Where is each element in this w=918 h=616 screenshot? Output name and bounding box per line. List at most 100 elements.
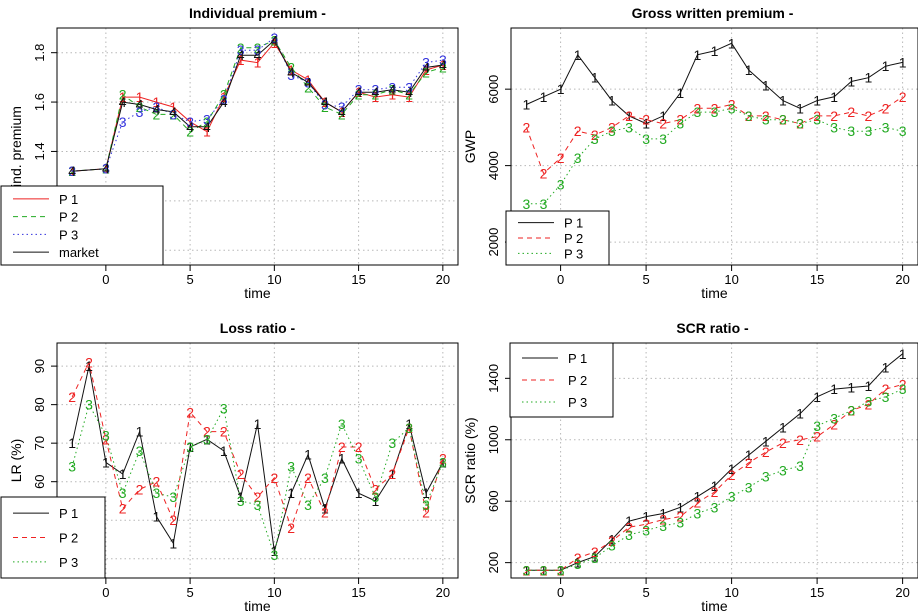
- data-point-marker: 2: [119, 87, 127, 103]
- data-point-marker: 3: [422, 497, 430, 513]
- data-point-marker: 1: [899, 346, 907, 362]
- data-point-marker: 2: [676, 509, 684, 525]
- x-tick-label: 0: [557, 272, 564, 287]
- y-axis-label: GWP: [462, 130, 478, 163]
- data-point-marker: 1: [186, 114, 194, 130]
- chart-title: SCR ratio -: [676, 320, 749, 336]
- data-point-marker: 3: [304, 497, 312, 513]
- data-point-marker: 2: [830, 108, 838, 124]
- series-line-2: [526, 384, 903, 571]
- legend-label: P 2: [59, 531, 78, 546]
- x-tick-label: 15: [351, 272, 365, 287]
- data-point-marker: 2: [388, 82, 396, 98]
- data-point-marker: 2: [728, 467, 736, 483]
- data-point-marker: 1: [540, 562, 548, 578]
- data-point-marker: 2: [169, 106, 177, 122]
- data-point-marker: 2: [608, 119, 616, 135]
- data-point-marker: 2: [372, 87, 380, 103]
- data-point-marker: 1: [642, 509, 650, 525]
- series-line-2: [525, 96, 903, 175]
- y-tick-label: 1000: [486, 425, 501, 454]
- data-point-marker: 2: [557, 562, 565, 578]
- legend-label: P 1: [59, 506, 78, 521]
- data-point-marker: 1: [847, 74, 855, 90]
- data-point-marker: 1: [779, 93, 787, 109]
- data-point-marker: 3: [102, 427, 110, 443]
- data-point-marker: 4: [203, 119, 211, 135]
- x-tick-label: 5: [642, 272, 649, 287]
- data-point-marker: 3: [237, 493, 245, 509]
- data-point-marker: 1: [899, 54, 907, 70]
- data-point-marker: 1: [796, 406, 804, 422]
- data-point-marker: 3: [186, 114, 194, 130]
- data-point-marker: 1: [405, 416, 413, 432]
- data-point-marker: 2: [882, 100, 890, 116]
- data-point-marker: 2: [405, 87, 413, 103]
- data-point-marker: 2: [659, 116, 667, 132]
- data-point-marker: 2: [796, 432, 804, 448]
- data-point-marker: 3: [169, 106, 177, 122]
- x-tick-label: 5: [186, 585, 193, 600]
- data-point-marker: 3: [220, 400, 228, 416]
- data-point-marker: 2: [847, 104, 855, 120]
- y-tick-label: 200: [486, 552, 501, 574]
- data-point-marker: 2: [642, 112, 650, 128]
- data-point-marker: 2: [85, 354, 93, 370]
- data-point-marker: 3: [865, 123, 873, 139]
- data-point-marker: 1: [847, 380, 855, 396]
- data-point-marker: 3: [762, 112, 770, 128]
- data-point-marker: 3: [676, 515, 684, 531]
- data-point-marker: 3: [847, 123, 855, 139]
- data-point-marker: 3: [676, 116, 684, 132]
- data-point-marker: 3: [388, 435, 396, 451]
- data-point-marker: 2: [186, 404, 194, 420]
- data-point-marker: 2: [254, 40, 262, 56]
- data-point-marker: 1: [372, 493, 380, 509]
- data-point-marker: 3: [728, 100, 736, 116]
- data-point-marker: 2: [68, 163, 76, 179]
- data-point-marker: 2: [153, 106, 161, 122]
- legend-label: P 1: [568, 351, 587, 366]
- data-point-marker: 3: [830, 119, 838, 135]
- data-point-marker: 1: [830, 89, 838, 105]
- x-tick-label: 20: [436, 272, 450, 287]
- data-point-marker: 1: [574, 47, 582, 63]
- data-point-marker: 1: [711, 43, 719, 59]
- data-point-marker: 1: [779, 419, 787, 435]
- legend-label: P 1: [564, 216, 583, 231]
- data-point-marker: 4: [169, 104, 177, 120]
- data-point-marker: 2: [136, 481, 144, 497]
- x-tick-label: 20: [436, 585, 450, 600]
- data-point-marker: 1: [372, 89, 380, 105]
- data-point-marker: 2: [439, 451, 447, 467]
- legend: P 1P 2P 3: [505, 210, 610, 266]
- data-point-marker: 3: [355, 451, 363, 467]
- x-tick-label: 0: [102, 585, 109, 600]
- chart-title: Individual premium -: [189, 5, 326, 21]
- legend-label: P 1: [59, 192, 78, 207]
- data-point-marker: 3: [711, 499, 719, 515]
- data-point-marker: 2: [591, 127, 599, 143]
- x-axis-label: time: [701, 285, 728, 301]
- data-point-marker: 2: [745, 455, 753, 471]
- data-point-marker: 2: [405, 420, 413, 436]
- data-point-marker: 3: [796, 458, 804, 474]
- data-point-marker: 1: [321, 94, 329, 110]
- x-tick-label: 0: [102, 272, 109, 287]
- data-point-marker: 3: [659, 131, 667, 147]
- data-point-marker: 2: [136, 99, 144, 115]
- y-tick-label: 6000: [486, 75, 501, 104]
- data-point-marker: 3: [625, 119, 633, 135]
- data-point-marker: 1: [169, 99, 177, 115]
- data-point-marker: 2: [865, 108, 873, 124]
- data-point-marker: 3: [899, 381, 907, 397]
- data-point-marker: 4: [405, 84, 413, 100]
- y-axis-label: SCR ratio (%): [462, 417, 478, 503]
- data-point-marker: 4: [186, 119, 194, 135]
- data-point-marker: 2: [882, 381, 890, 397]
- legend-box: [0, 496, 106, 579]
- data-point-marker: 1: [659, 108, 667, 124]
- y-tick-label: 90: [32, 359, 47, 373]
- data-point-marker: 3: [186, 439, 194, 455]
